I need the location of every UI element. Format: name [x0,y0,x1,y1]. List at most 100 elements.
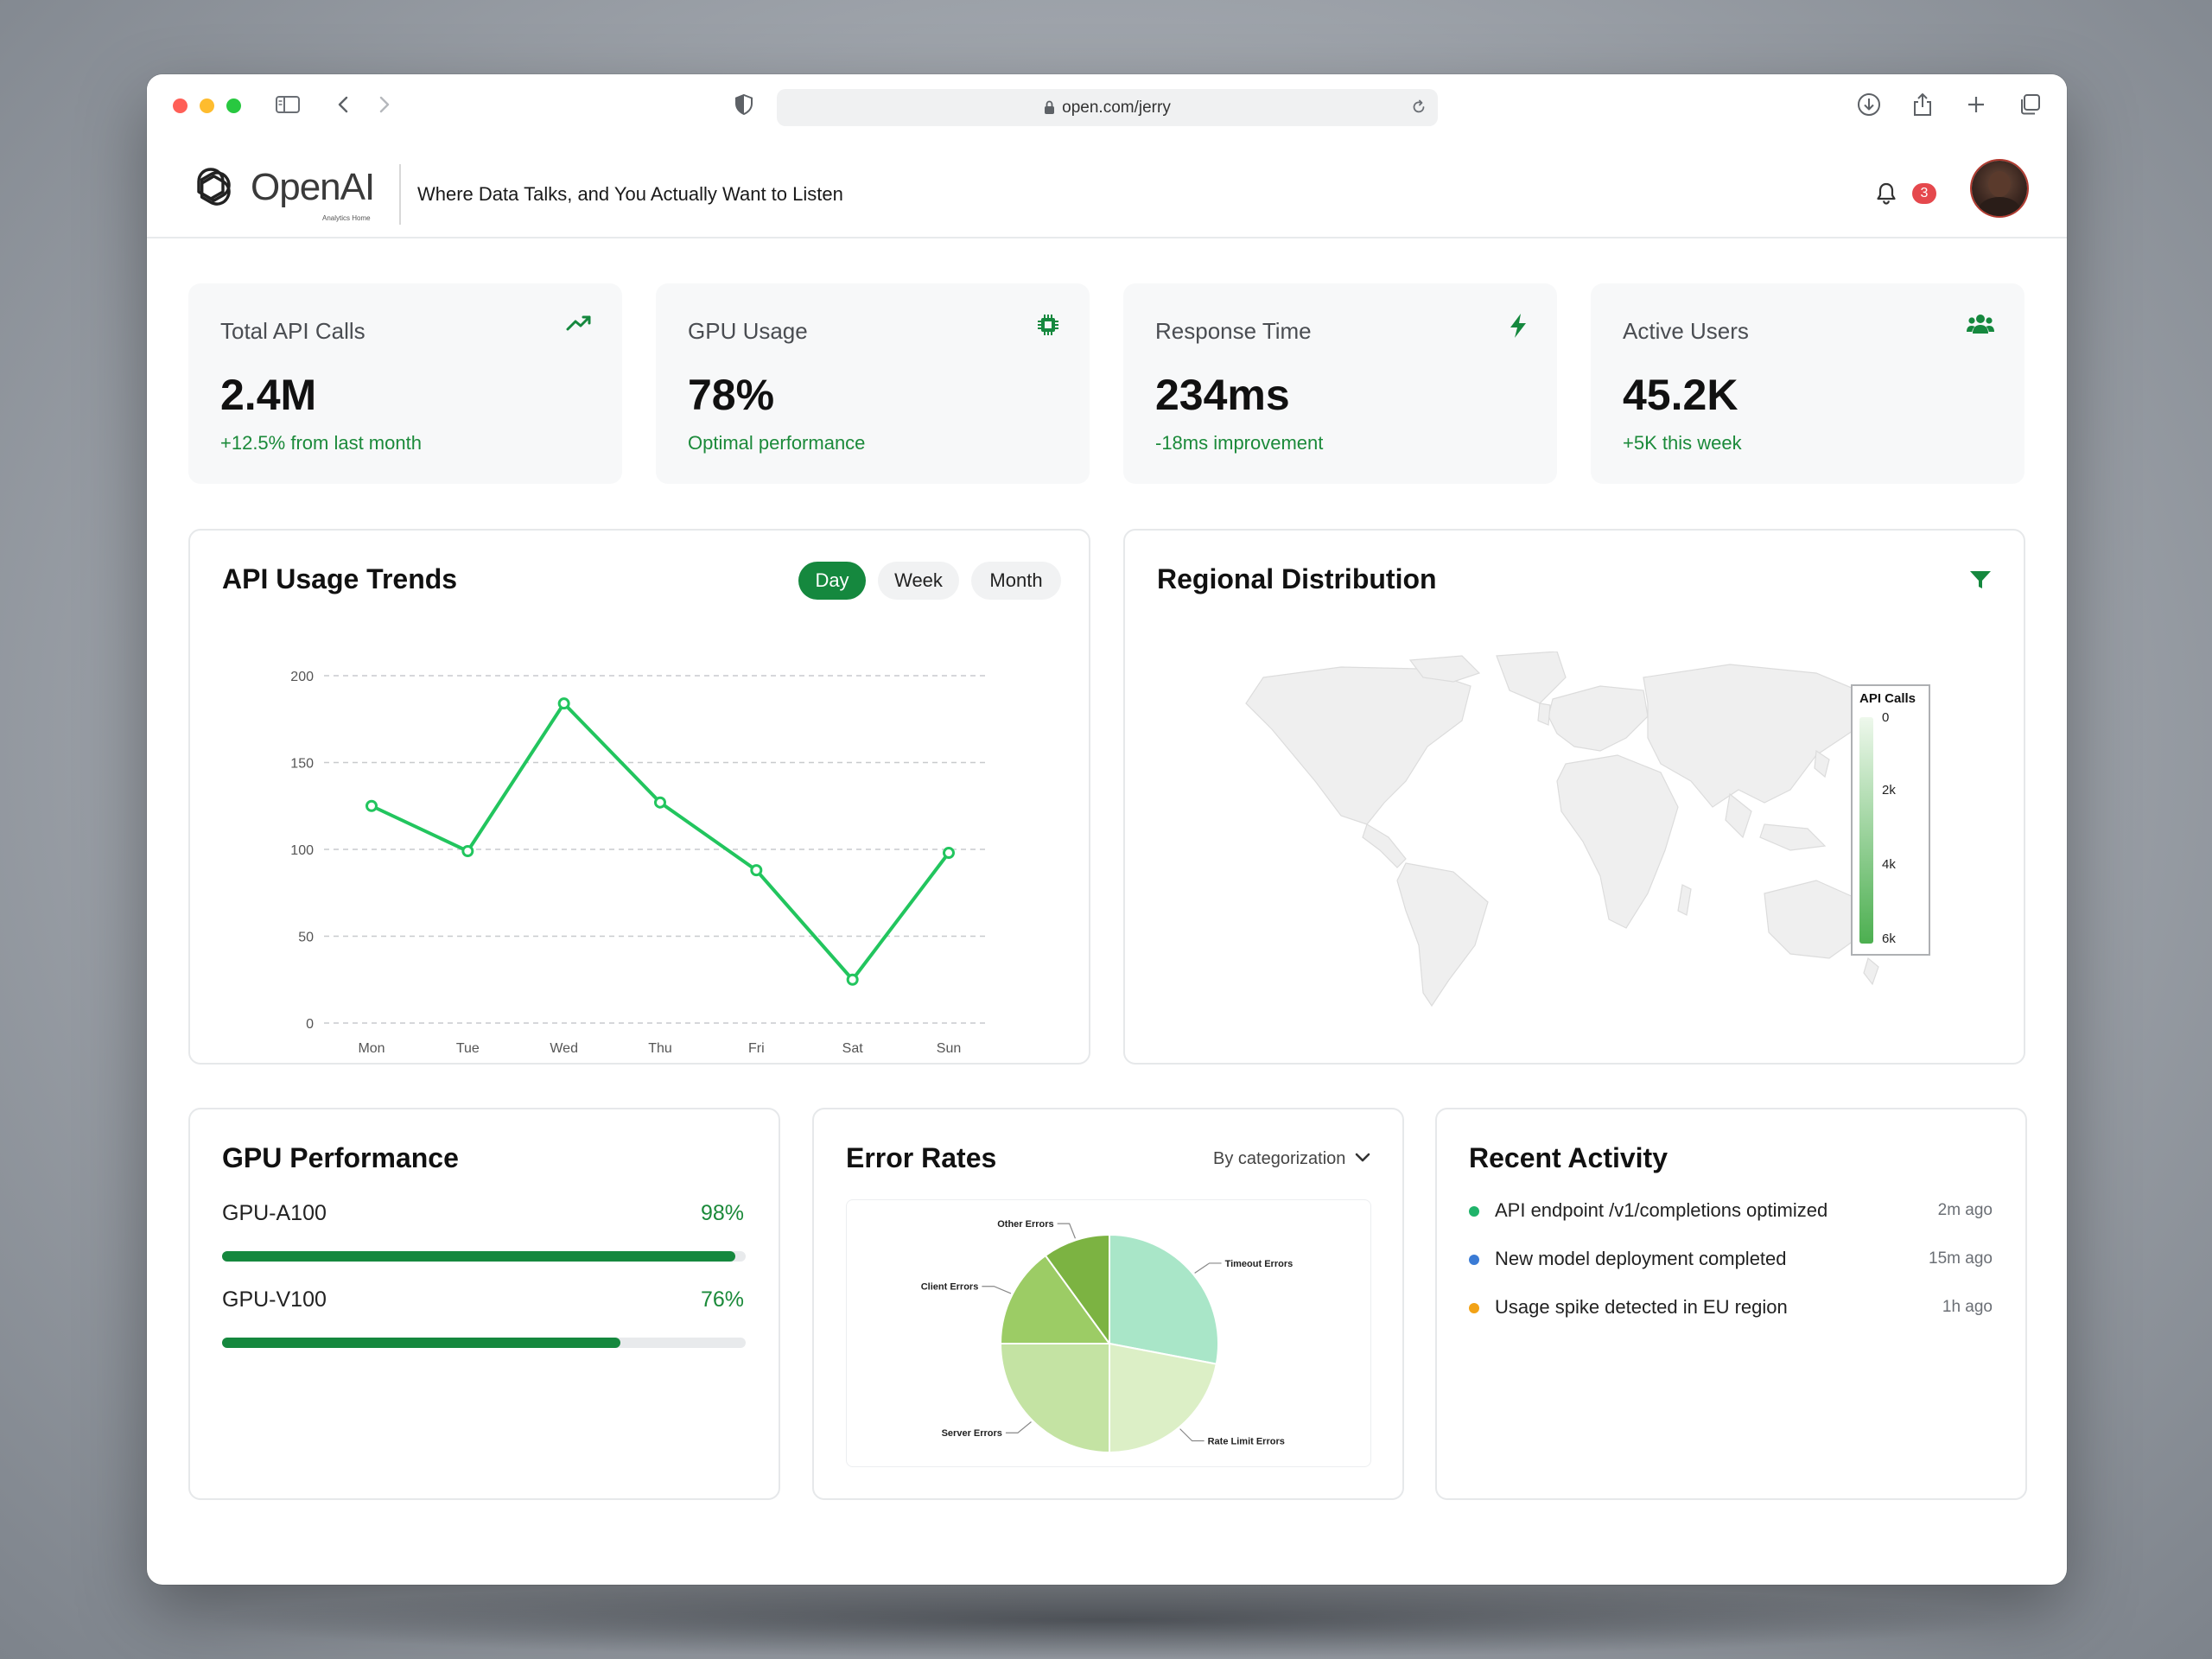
stat-card-gpu-usage: GPU Usage 78% Optimal performance [656,283,1090,484]
x-tick-label: Sun [937,1041,961,1056]
panel-title: Error Rates [846,1142,997,1173]
legend-tick: 4k [1882,857,1896,872]
data-point[interactable] [654,796,666,809]
error-rates-pie-chart: Timeout Errors Rate Limit Errors Server Er… [921,1219,1293,1454]
stat-change: +5K this week [1623,432,1742,454]
tab-month[interactable]: Month [971,562,1061,600]
data-point[interactable] [750,864,763,877]
pie-slice-label: Client Errors [921,1282,979,1293]
header-divider [399,164,401,225]
privacy-shield-icon[interactable] [731,92,757,118]
gpu-progress-track [222,1251,746,1262]
stat-change: +12.5% from last month [220,432,422,454]
user-avatar[interactable] [1972,161,2027,216]
gpu-name: GPU-A100 [222,1201,327,1225]
minimize-window-button[interactable] [200,99,214,113]
regional-distribution-panel: Regional Distribution [1123,529,2025,1065]
data-point[interactable] [461,845,474,858]
y-tick-label: 150 [290,757,314,772]
x-tick-label: Mon [358,1041,385,1056]
x-tick-label: Wed [550,1041,578,1056]
gpu-percent: 98% [700,1201,744,1225]
stat-card-total-api-calls: Total API Calls 2.4M +12.5% from last mo… [188,283,622,484]
pie-slice[interactable] [999,1254,1111,1344]
backdrop-shadow [199,1581,2013,1659]
brand-name: OpenAI [251,166,375,208]
forward-icon[interactable] [372,92,397,118]
share-icon[interactable] [1908,92,1937,118]
bolt-icon [1509,313,1528,343]
pie-slice[interactable] [1044,1233,1110,1347]
tab-day[interactable]: Day [798,562,866,600]
stat-label: Total API Calls [220,318,365,344]
trending-up-icon [565,313,593,338]
pie-slice[interactable] [1109,1342,1217,1454]
stat-change: Optimal performance [688,432,866,454]
pie-slice[interactable] [999,1343,1110,1454]
openai-logo-icon[interactable] [185,162,237,219]
categorization-dropdown[interactable]: By categorization [1213,1149,1371,1169]
filter-icon[interactable] [1968,569,1993,595]
pie-slice[interactable] [1109,1233,1219,1365]
lock-icon [1044,100,1055,115]
notification-bell-icon[interactable] [1875,181,1897,210]
data-point[interactable] [557,697,570,710]
address-bar[interactable]: open.com/jerry [777,89,1438,126]
stat-value: 45.2K [1623,371,1738,419]
legend-title: API Calls [1859,691,1916,706]
stat-card-response-time: Response Time 234ms -18ms improvement [1123,283,1557,484]
pie-label-leader [1179,1428,1205,1442]
back-icon[interactable] [330,92,356,118]
pie-label-leader [1194,1262,1222,1274]
recent-activity-panel: Recent Activity API endpoint /v1/complet… [1435,1108,2027,1500]
stat-value: 78% [688,371,775,419]
download-icon[interactable] [1854,92,1884,118]
error-rates-panel: Error Rates By categorization Timeout Er… [812,1108,1404,1500]
pie-slice-label: Rate Limit Errors [1208,1436,1285,1446]
data-point[interactable] [943,847,955,860]
browser-window: open.com/jerry [147,74,2067,1585]
activity-status-dot [1469,1255,1479,1265]
pie-label-leader [982,1286,1012,1294]
pie-label-leader [1005,1421,1032,1433]
gpu-progress-fill [222,1338,620,1348]
gpu-percent: 76% [700,1287,744,1312]
activity-time: 2m ago [1937,1201,1993,1219]
tagline: Where Data Talks, and You Actually Want … [417,183,843,205]
panel-title: GPU Performance [222,1142,459,1173]
reload-icon[interactable] [1410,99,1427,121]
tab-week[interactable]: Week [878,562,959,600]
legend-tick: 0 [1882,710,1890,725]
panel-title: Recent Activity [1469,1142,1668,1173]
sidebar-toggle-icon[interactable] [273,92,302,118]
app-header: OpenAI Analytics Home Where Data Talks, … [147,135,2067,238]
activity-text: New model deployment completed [1495,1248,1787,1269]
gpu-performance-panel: GPU Performance GPU-A100 98% GPU-V100 76… [188,1108,780,1500]
dropdown-label: By categorization [1213,1149,1346,1168]
activity-text: API endpoint /v1/completions optimized [1495,1199,1828,1221]
new-tab-icon[interactable] [1961,92,1991,118]
browser-toolbar: open.com/jerry [147,74,2067,135]
api-usage-line-chart: 0 50 100 150 200 Mon Tue Wed Thu Fri Sat Sun [290,670,989,1056]
pie-label-leader [1057,1223,1077,1239]
y-tick-label: 50 [298,931,314,945]
activity-time: 1h ago [1942,1298,1993,1316]
x-tick-label: Sat [842,1041,864,1056]
data-point[interactable] [846,973,859,986]
data-point[interactable] [365,799,378,812]
series-line [371,702,950,982]
activity-text: Usage spike detected in EU region [1495,1296,1788,1318]
legend-tick: 2k [1882,783,1896,798]
x-tick-label: Tue [456,1041,480,1056]
close-window-button[interactable] [173,99,188,113]
brand-subtitle: Analytics Home [322,214,371,222]
world-map [1245,652,1879,1007]
y-tick-label: 100 [290,843,314,858]
stat-value: 2.4M [220,371,317,419]
chevron-down-icon [1354,1149,1371,1169]
tab-overview-icon[interactable] [2015,92,2044,118]
avatar-face [1988,171,2011,197]
maximize-window-button[interactable] [226,99,241,113]
activity-status-dot [1469,1206,1479,1217]
panel-title: Regional Distribution [1157,563,1437,594]
